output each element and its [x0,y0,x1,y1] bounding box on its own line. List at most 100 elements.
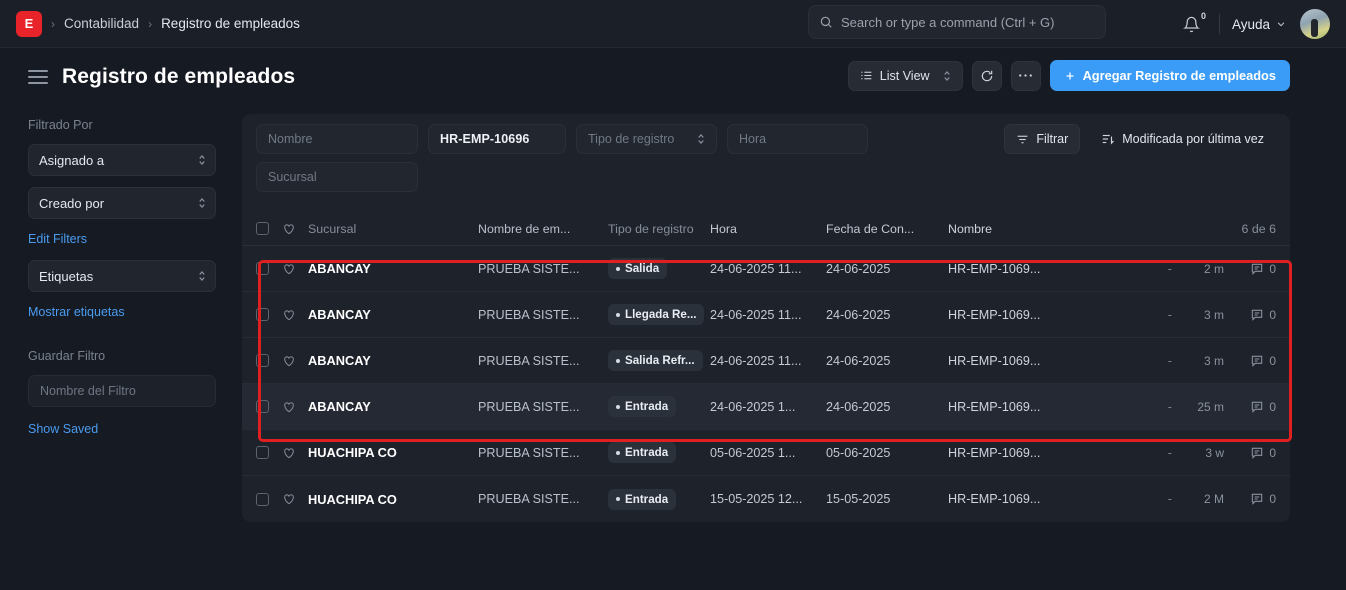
header-nombre[interactable]: Nombre [948,221,993,236]
cell-nombre-empleado: PRUEBA SISTE... [478,492,580,506]
tags-value: Etiquetas [39,268,94,284]
table-row[interactable]: ABANCAY PRUEBA SISTE... Salida Refr... 2… [242,338,1290,384]
cell-tipo-registro: Entrada [608,488,710,510]
filter-tipo-select[interactable]: Tipo de registro [576,124,717,154]
filtered-by-label: Filtrado Por [28,118,93,132]
cell-sucursal[interactable]: ABANCAY [308,307,371,322]
created-by-select[interactable]: Creado por [28,187,216,219]
table-row[interactable]: ABANCAY PRUEBA SISTE... Salida 24-06-202… [242,246,1290,292]
cell-assigned-dash: - [1167,399,1172,414]
comment-icon [1250,446,1264,460]
cell-nombre: HR-EMP-1069... [948,445,1041,460]
cell-sucursal[interactable]: ABANCAY [308,261,371,276]
plus-icon [1064,70,1076,82]
header-fecha[interactable]: Fecha de Con... [826,221,915,236]
favorite-icon[interactable] [282,354,308,368]
breadcrumb-registro-de-empleados[interactable]: Registro de empleados [161,16,300,31]
show-saved-link[interactable]: Show Saved [28,422,99,436]
comment-icon [1250,308,1264,322]
filter-actions: Filtrar Modificada por última vez [1004,124,1276,154]
header-tipo-registro[interactable]: Tipo de registro [608,221,694,236]
cell-comment-count[interactable]: 0 [1224,262,1276,276]
status-dot-icon [616,450,620,455]
edit-filters-link[interactable]: Edit Filters [28,232,88,246]
table-row[interactable]: ABANCAY PRUEBA SISTE... Entrada 24-06-20… [242,384,1290,430]
cell-comment-count[interactable]: 0 [1224,354,1276,368]
status-badge: Salida [608,258,668,279]
filter-empleado-input[interactable]: HR-EMP-10696 [428,124,566,154]
cell-assigned-dash: - [1167,261,1172,276]
status-badge-label: Entrada [625,446,669,459]
user-avatar[interactable] [1300,9,1330,39]
header-nombre-empleado[interactable]: Nombre de em... [478,221,571,236]
row-checkbox[interactable] [256,308,282,321]
row-checkbox[interactable] [256,354,282,367]
cell-hora: 24-06-2025 11... [710,307,802,322]
favorite-icon[interactable] [282,308,308,322]
refresh-button[interactable] [971,60,1002,91]
row-checkbox[interactable] [256,262,282,275]
table-row[interactable]: HUACHIPA CO PRUEBA SISTE... Entrada 05-0… [242,430,1290,476]
cell-comment-count[interactable]: 0 [1224,400,1276,414]
app-logo[interactable]: E [16,10,42,37]
cell-fecha: 05-06-2025 [826,445,891,460]
global-search-box[interactable]: Search or type a command (Ctrl + G) [808,5,1106,39]
cell-sucursal[interactable]: HUACHIPA CO [308,491,397,507]
cell-sucursal[interactable]: ABANCAY [308,353,371,368]
row-checkbox[interactable] [256,400,282,413]
favorite-icon[interactable] [282,400,308,414]
sort-button[interactable]: Modificada por última vez [1089,124,1276,154]
refresh-icon [980,69,994,83]
filter-sucursal-input[interactable]: Sucursal [256,162,418,192]
list-view-switcher[interactable]: List View [847,60,963,91]
add-registro-button[interactable]: Agregar Registro de empleados [1049,60,1290,91]
show-tags-link[interactable]: Mostrar etiquetas [28,305,125,319]
header-hora[interactable]: Hora [710,221,737,236]
assigned-to-value: Asignado a [39,152,105,168]
menu-icon[interactable] [28,70,48,84]
list-container: Nombre HR-EMP-10696 Tipo de registro [232,106,1346,590]
filter-sucursal-placeholder: Sucursal [268,170,317,184]
filtrar-button[interactable]: Filtrar [1004,124,1081,154]
tags-select[interactable]: Etiquetas [28,260,216,292]
help-menu[interactable]: Ayuda [1232,17,1286,32]
favorite-header-icon [282,222,308,236]
comment-count-value: 0 [1269,307,1276,322]
cell-sucursal[interactable]: HUACHIPA CO [308,445,397,460]
cell-tipo-registro: Entrada [608,442,710,463]
list-filter-bar: Nombre HR-EMP-10696 Tipo de registro [242,114,1290,212]
status-badge-label: Entrada [625,492,669,506]
row-checkbox[interactable] [256,446,282,459]
cell-comment-count[interactable]: 0 [1224,446,1276,460]
favorite-icon[interactable] [282,262,308,276]
filter-nombre-input[interactable]: Nombre [256,124,418,154]
page-title: Registro de empleados [62,65,296,88]
select-all-checkbox[interactable] [256,222,282,235]
save-filter-label: Guardar Filtro [28,349,106,363]
cell-hora: 24-06-2025 11... [710,261,802,276]
status-dot-icon [616,497,620,501]
comment-icon [1250,354,1264,368]
comment-count-value: 0 [1269,353,1276,368]
breadcrumb-contabilidad[interactable]: Contabilidad [64,16,140,31]
notifications-button[interactable]: 0 [1177,9,1207,39]
created-by-value: Creado por [39,195,105,211]
cell-sucursal[interactable]: ABANCAY [308,399,371,414]
row-checkbox[interactable] [256,492,282,506]
cell-comment-count[interactable]: 0 [1224,308,1276,322]
table-row[interactable]: HUACHIPA CO PRUEBA SISTE... Entrada 15-0… [242,476,1290,522]
status-badge: Entrada [608,442,677,463]
favorite-icon[interactable] [282,446,308,460]
breadcrumb-separator-1: › [51,16,55,31]
table-row[interactable]: ABANCAY PRUEBA SISTE... Llegada Re... 24… [242,292,1290,338]
cell-comment-count[interactable]: 0 [1224,492,1276,506]
sort-descending-icon [1101,132,1115,146]
header-sucursal[interactable]: Sucursal [308,221,357,236]
filter-name-input[interactable]: Nombre del Filtro [28,375,216,407]
comment-icon [1250,492,1264,506]
favorite-icon[interactable] [282,492,308,506]
filter-hora-input[interactable]: Hora [727,124,868,154]
more-options-button[interactable] [1010,60,1041,91]
assigned-to-select[interactable]: Asignado a [28,144,216,176]
cell-nombre: HR-EMP-1069... [948,353,1041,368]
